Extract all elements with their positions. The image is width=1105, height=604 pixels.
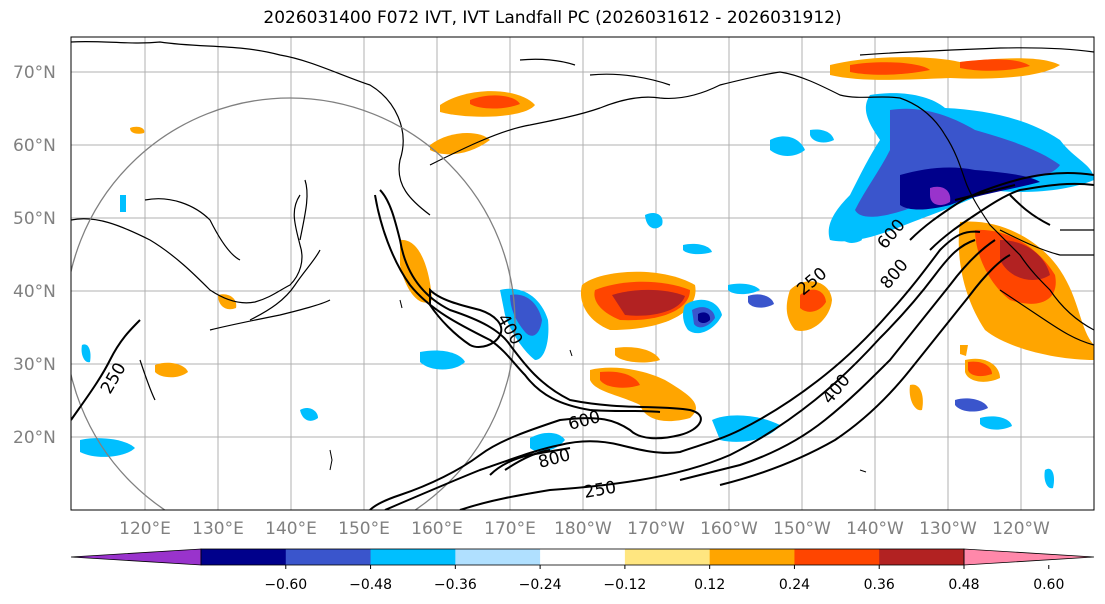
colorbar-segment [455, 549, 541, 565]
colorbar-tick-label: 0.60 [1033, 577, 1064, 593]
lon-label: 150°W [773, 519, 831, 539]
colorbar-tick-label: −0.12 [603, 577, 646, 593]
colorbar-segment [709, 549, 795, 565]
islands [329, 299, 867, 473]
colorbar [70, 548, 1095, 566]
map-frame [70, 36, 1095, 511]
colorbar-segment [963, 548, 1095, 566]
colorbar-segment [70, 548, 202, 566]
colorbar-tick-label: 0.48 [948, 577, 979, 593]
lat-label: 60°N [13, 136, 56, 156]
colorbar-tick-label: −0.36 [434, 577, 477, 593]
colorbar-ticks: −0.60 −0.48 −0.36 −0.24 −0.12 0.12 0.24 0.36 0.4… [264, 565, 1064, 593]
longitude-labels: 120°E 130°E 140°E 150°E 160°E 170°E 180°… [119, 519, 1050, 539]
positive-ivt-pc-fields [130, 57, 1094, 422]
lon-label: 140°E [265, 519, 317, 539]
colorbar-segment [879, 549, 965, 565]
colorbar-segment [540, 549, 626, 565]
lon-label: 120°W [992, 519, 1050, 539]
colorbar-tick-label: 0.12 [694, 577, 725, 593]
latitude-labels: 70°N 60°N 50°N 40°N 30°N 20°N [13, 63, 56, 448]
lon-label: 160°E [411, 519, 463, 539]
colorbar-segment [624, 549, 711, 565]
colorbar-tick-label: 0.24 [779, 577, 810, 593]
lon-label: 150°E [338, 519, 390, 539]
colorbar-tick-label: −0.60 [264, 577, 307, 593]
colorbar-tick-label: 0.36 [864, 577, 895, 593]
lon-label: 170°E [484, 519, 536, 539]
lat-label: 70°N [13, 63, 56, 83]
colorbar-tick-label: −0.24 [519, 577, 562, 593]
colorbar-segment [201, 549, 287, 565]
ivt-contours [71, 172, 1094, 510]
colorbar-segment [285, 549, 372, 565]
lon-label: 160°W [700, 519, 758, 539]
negative-ivt-pc-fields [80, 93, 1094, 489]
lat-label: 30°N [13, 355, 56, 375]
lon-label: 130°W [919, 519, 977, 539]
colorbar-border [200, 548, 965, 566]
coastlines [71, 40, 1094, 401]
lon-label: 170°W [627, 519, 685, 539]
lon-label: 180°W [554, 519, 612, 539]
lon-label: 120°E [119, 519, 171, 539]
lat-label: 20°N [13, 428, 56, 448]
lon-label: 140°W [846, 519, 904, 539]
colorbar-segment [370, 549, 456, 565]
colorbar-tick-label: −0.48 [349, 577, 392, 593]
lat-label: 50°N [13, 209, 56, 229]
colorbar-segment [794, 549, 880, 565]
lon-label: 130°E [192, 519, 244, 539]
lat-label: 40°N [13, 282, 56, 302]
landfall-region-circle [71, 97, 516, 510]
map-title: 2026031400 F072 IVT, IVT Landfall PC (20… [263, 8, 842, 28]
